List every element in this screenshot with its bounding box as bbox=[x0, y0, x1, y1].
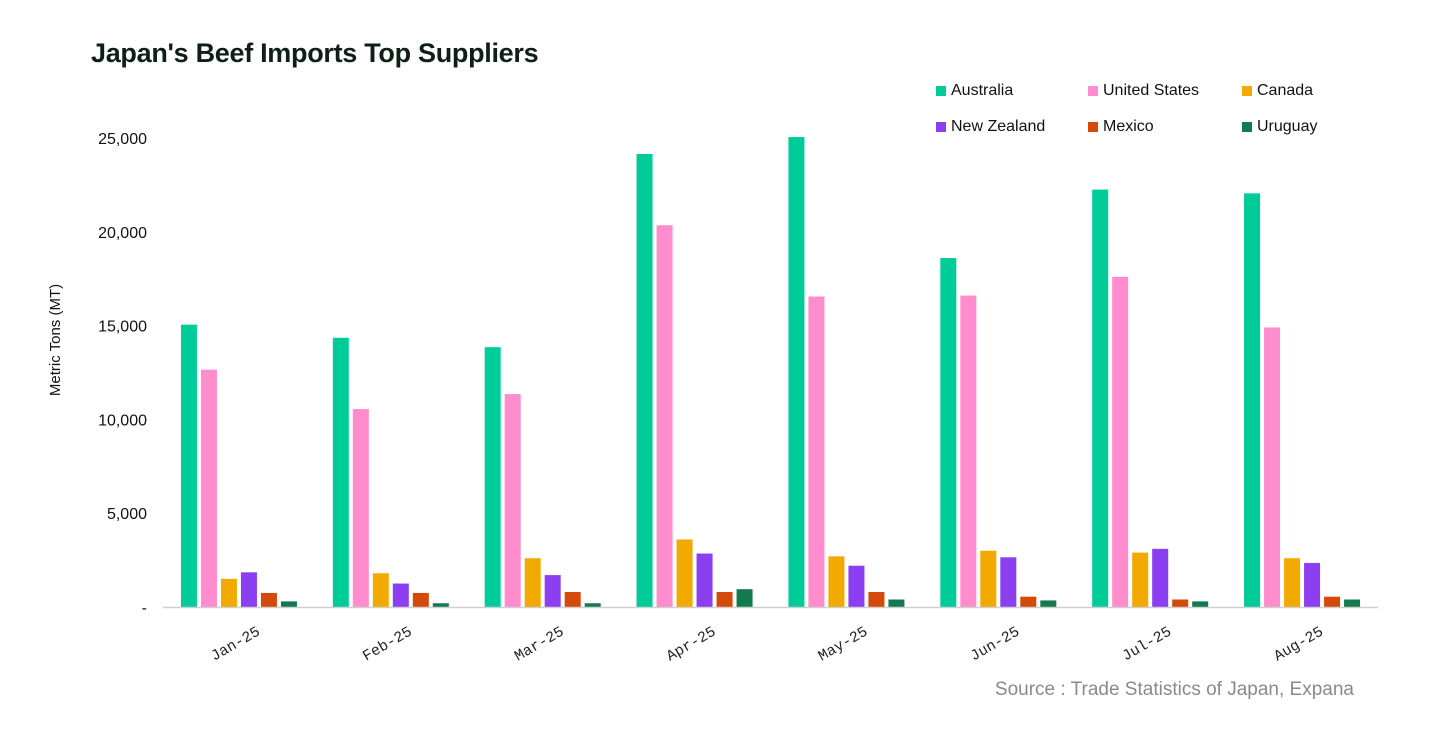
bar-uruguay bbox=[1344, 599, 1361, 607]
bar-canada bbox=[372, 573, 389, 607]
y-tick-label: - bbox=[142, 600, 147, 617]
bar-new-zealand bbox=[240, 572, 257, 607]
bar-canada bbox=[220, 578, 237, 607]
bar-australia bbox=[940, 258, 957, 607]
bar-mexico bbox=[412, 592, 429, 607]
x-tick-label: Mar-25 bbox=[512, 624, 567, 666]
legend-label: Uruguay bbox=[1257, 118, 1318, 135]
bar-australia bbox=[1092, 189, 1109, 607]
bar-canada bbox=[828, 556, 845, 607]
x-tick-label: Jan-25 bbox=[208, 624, 263, 666]
legend-swatch bbox=[1088, 86, 1098, 96]
bar-new-zealand bbox=[848, 565, 865, 607]
x-tick-label: Aug-25 bbox=[1271, 624, 1326, 666]
bar-australia bbox=[332, 337, 349, 607]
bar-new-zealand bbox=[392, 583, 409, 607]
legend-label: Australia bbox=[951, 82, 1014, 99]
bar-united-states bbox=[960, 295, 977, 607]
legend-swatch bbox=[1242, 122, 1252, 132]
bar-united-states bbox=[1264, 327, 1281, 607]
x-tick-label: Jul-25 bbox=[1119, 624, 1174, 666]
bar-uruguay bbox=[280, 601, 297, 607]
bar-canada bbox=[676, 539, 693, 607]
bar-canada bbox=[1284, 558, 1301, 607]
legend-swatch bbox=[1088, 122, 1098, 132]
bar-united-states bbox=[352, 409, 369, 607]
bar-new-zealand bbox=[1152, 548, 1169, 607]
x-tick-label: Apr-25 bbox=[664, 624, 719, 666]
bar-united-states bbox=[200, 369, 217, 607]
y-tick-label: 25,000 bbox=[98, 131, 147, 148]
bar-mexico bbox=[716, 591, 733, 607]
bar-uruguay bbox=[432, 603, 449, 607]
y-tick-label: 10,000 bbox=[98, 412, 147, 429]
bar-new-zealand bbox=[544, 575, 561, 607]
bar-united-states bbox=[1112, 276, 1129, 607]
bar-new-zealand bbox=[1000, 557, 1017, 607]
bar-uruguay bbox=[888, 599, 905, 607]
bar-canada bbox=[1132, 552, 1149, 607]
legend-label: New Zealand bbox=[951, 118, 1046, 135]
legend-item-united-states: United States bbox=[1088, 80, 1242, 102]
bar-australia bbox=[1244, 193, 1261, 608]
y-tick-label: 20,000 bbox=[98, 225, 147, 242]
chart-title: Japan's Beef Imports Top Suppliers bbox=[91, 38, 539, 68]
bar-canada bbox=[980, 550, 997, 607]
x-tick-label: May-25 bbox=[816, 624, 871, 666]
legend-swatch bbox=[936, 122, 946, 132]
bar-australia bbox=[180, 324, 197, 607]
legend-swatch bbox=[936, 86, 946, 96]
bar-uruguay bbox=[1192, 601, 1209, 607]
bar-mexico bbox=[1324, 596, 1341, 607]
legend-swatch bbox=[1242, 86, 1252, 96]
bar-new-zealand bbox=[1304, 562, 1321, 607]
legend-item-canada: Canada bbox=[1242, 80, 1382, 102]
legend-label: Mexico bbox=[1103, 118, 1154, 135]
bar-canada bbox=[524, 558, 541, 607]
bar-mexico bbox=[868, 591, 885, 607]
legend-label: Canada bbox=[1257, 82, 1314, 99]
bar-uruguay bbox=[584, 603, 601, 607]
legend-item-australia: Australia bbox=[936, 80, 1088, 102]
bar-new-zealand bbox=[696, 553, 713, 607]
bar-australia bbox=[484, 347, 501, 607]
bar-uruguay bbox=[736, 589, 753, 607]
legend-label: United States bbox=[1103, 82, 1200, 99]
legend-item-new-zealand: New Zealand bbox=[936, 116, 1088, 138]
bar-mexico bbox=[260, 592, 277, 607]
source-note: Source : Trade Statistics of Japan, Expa… bbox=[994, 679, 1354, 700]
legend-item-mexico: Mexico bbox=[1088, 116, 1242, 138]
bar-mexico bbox=[564, 591, 581, 607]
y-axis-label: Metric Tons (MT) bbox=[47, 284, 64, 396]
x-tick-label: Feb-25 bbox=[360, 624, 415, 666]
legend: Australia United States Canada New Zealand M… bbox=[936, 80, 1382, 138]
bar-mexico bbox=[1020, 596, 1037, 607]
bar-united-states bbox=[504, 394, 521, 607]
legend-item-uruguay: Uruguay bbox=[1242, 116, 1382, 138]
bar-united-states bbox=[656, 225, 673, 607]
bar-united-states bbox=[808, 296, 825, 607]
bar-australia bbox=[788, 137, 805, 607]
x-tick-label: Jun-25 bbox=[968, 624, 1023, 666]
bar-uruguay bbox=[1040, 600, 1057, 607]
y-tick-label: 5,000 bbox=[107, 506, 147, 523]
bar-mexico bbox=[1172, 599, 1189, 607]
bar-australia bbox=[636, 153, 653, 608]
y-tick-label: 15,000 bbox=[98, 319, 147, 336]
